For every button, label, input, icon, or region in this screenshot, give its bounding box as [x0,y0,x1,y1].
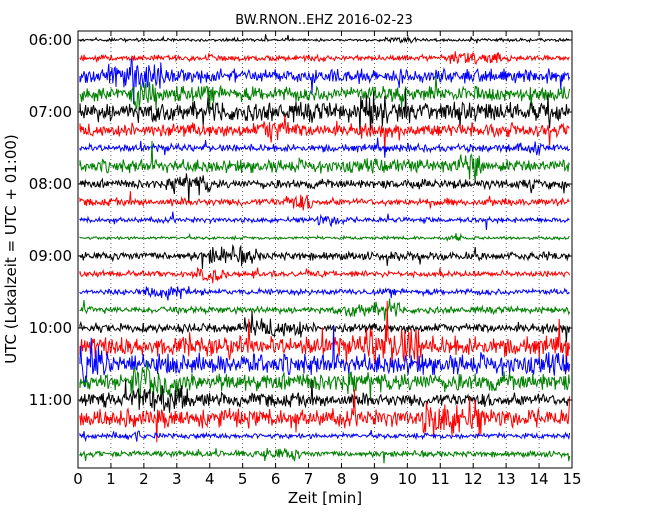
trace-row [79,430,571,443]
x-tick-label: 1 [106,470,116,488]
trace-row [79,114,570,152]
x-tick-label: 3 [172,470,182,488]
trace-row [79,300,571,372]
x-tick-label: 0 [73,470,83,488]
grid-lines [110,31,540,468]
trace-row [79,286,570,301]
y-axis-label: UTC (Lokalzeit = UTC + 01:00) [2,134,20,364]
trace-row [79,298,571,321]
y-tick-label: 08:00 [29,175,72,193]
trace-row [79,51,570,65]
trace-row [79,232,570,242]
trace-row [79,191,570,211]
trace-row [79,379,570,413]
x-tick-label: 9 [370,470,380,488]
trace-row [79,266,571,284]
x-axis-ticks: 0 1 2 3 4 5 6 7 8 9 10 11 12 13 14 15 [73,31,582,488]
trace-row [79,34,570,44]
trace-row [79,389,571,443]
trace-row [79,324,571,388]
x-tick-label: 6 [271,470,281,488]
x-tick-label: 2 [139,470,149,488]
plot-frame [77,30,573,469]
x-tick-label: 14 [530,470,549,488]
y-tick-label: 11:00 [29,391,72,409]
trace-row [79,88,571,134]
y-tick-label: 06:00 [29,31,72,49]
trace-row [79,211,570,230]
seismogram-traces [79,34,571,464]
y-tick-label: 07:00 [29,103,72,121]
x-tick-label: 7 [304,470,314,488]
x-tick-label: 11 [431,470,450,488]
trace-row [79,137,571,158]
x-tick-label: 8 [337,470,347,488]
x-tick-label: 5 [238,470,248,488]
trace-row [79,173,571,204]
y-axis-ticks: 06:00 07:00 08:00 09:00 10:00 11:00 [29,31,572,409]
y-tick-label: 09:00 [29,247,72,265]
x-axis-label: Zeit [min] [288,489,362,507]
x-tick-label: 4 [205,470,215,488]
chart-title: BW.RNON..EHZ 2016-02-23 [235,13,413,28]
trace-row [79,140,571,182]
x-tick-label: 12 [464,470,483,488]
trace-row [79,310,571,343]
y-tick-label: 10:00 [29,319,72,337]
trace-row [79,243,571,269]
trace-row [79,58,571,104]
trace-row [79,447,571,464]
x-tick-label: 13 [497,470,516,488]
x-tick-label: 10 [398,470,417,488]
x-tick-label: 15 [562,470,581,488]
trace-row [79,75,571,111]
